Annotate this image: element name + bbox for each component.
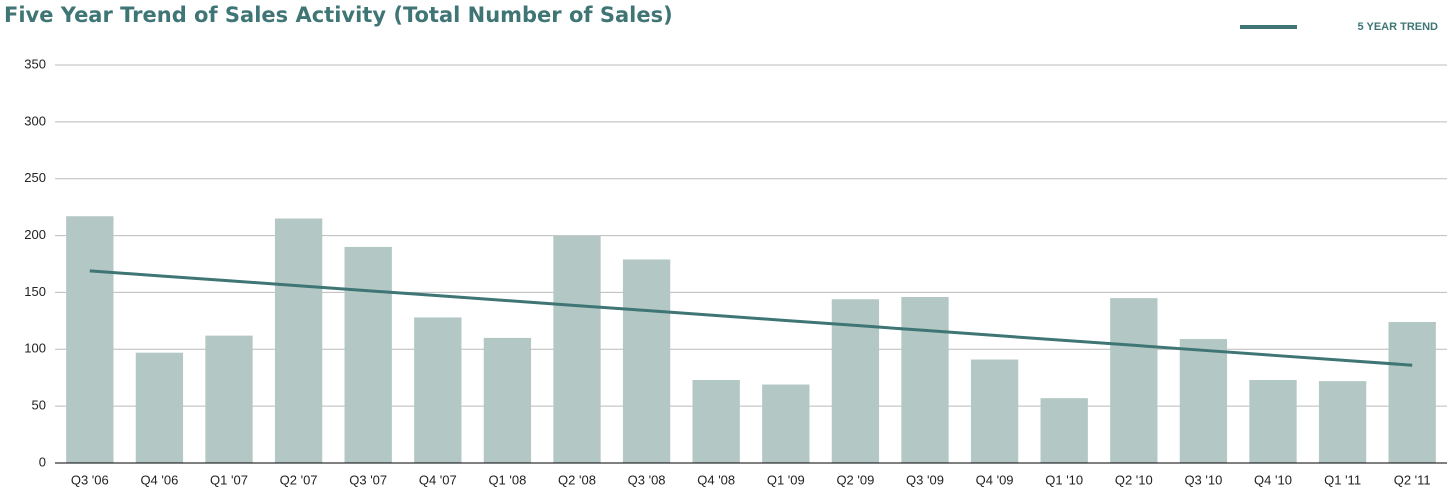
y-tick-label: 150 — [24, 284, 46, 299]
bar — [205, 335, 253, 463]
bar — [483, 337, 532, 463]
x-tick-label: Q2 '11 — [1394, 472, 1431, 487]
bar — [1318, 381, 1367, 463]
trend-line — [89, 269, 1413, 367]
x-tick-label: Q4 '08 — [697, 472, 735, 487]
bar — [901, 296, 949, 463]
y-tick-label: 300 — [24, 113, 46, 128]
y-tick-label: 250 — [24, 170, 46, 185]
x-tick-label: Q4 '06 — [140, 472, 178, 487]
x-tick-label: Q1 '10 — [1045, 472, 1083, 487]
bar — [66, 216, 114, 463]
x-tick-label: Q1 '11 — [1324, 472, 1361, 487]
x-tick-label: Q2 '09 — [836, 472, 874, 487]
bar — [692, 379, 740, 463]
bar — [414, 317, 462, 463]
chart-title: Five Year Trend of Sales Activity (Total… — [4, 3, 673, 27]
x-tick-label: Q2 '08 — [558, 472, 596, 487]
y-tick-label: 50 — [32, 398, 46, 413]
y-tick-label: 0 — [39, 454, 46, 469]
x-tick-label: Q1 '09 — [767, 472, 805, 487]
y-tick-label: 350 — [24, 56, 46, 71]
x-tick-label: Q3 '06 — [71, 472, 109, 487]
bar — [1179, 339, 1228, 463]
bar — [622, 259, 671, 463]
bar — [970, 359, 1019, 463]
x-tick-label: Q2 '10 — [1115, 472, 1153, 487]
x-tick-label: Q4 '10 — [1254, 472, 1292, 487]
x-tick-label: Q4 '07 — [419, 472, 457, 487]
y-tick-label: 100 — [24, 341, 46, 356]
x-tick-label: Q2 '07 — [280, 472, 318, 487]
x-tick-label: Q3 '07 — [349, 472, 387, 487]
bar — [135, 352, 184, 463]
bar — [553, 235, 601, 463]
x-tick-label: Q3 '10 — [1184, 472, 1222, 487]
bar — [762, 384, 810, 463]
bar — [274, 218, 323, 463]
x-tick-label: Q3 '08 — [628, 472, 666, 487]
bar — [1040, 398, 1088, 463]
y-tick-label: 200 — [24, 227, 46, 242]
bar — [344, 246, 392, 463]
bar — [1249, 379, 1297, 463]
bar — [1388, 321, 1436, 463]
x-tick-label: Q3 '09 — [906, 472, 944, 487]
x-tick-label: Q1 '08 — [488, 472, 526, 487]
bar — [1110, 298, 1158, 463]
x-tick-label: Q4 '09 — [976, 472, 1014, 487]
legend-label: 5 YEAR TREND — [1358, 21, 1439, 33]
x-tick-label: Q1 '07 — [210, 472, 248, 487]
